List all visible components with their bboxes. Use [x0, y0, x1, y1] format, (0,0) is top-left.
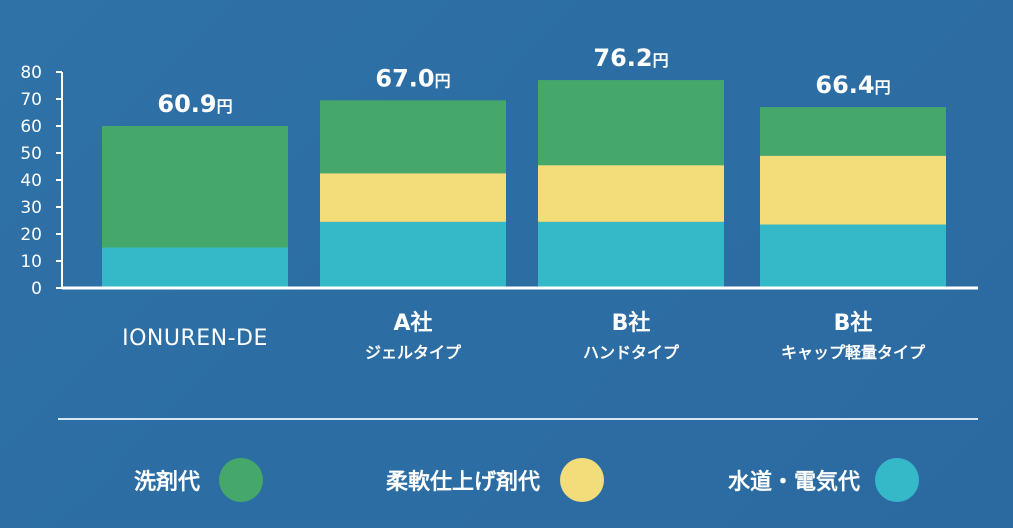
category-sublabel: キャップ軽量タイプ	[781, 343, 926, 362]
bar-total-label: 60.9円	[157, 90, 232, 118]
bar-total-label: 66.4円	[815, 71, 890, 99]
bar-segment	[320, 173, 506, 222]
y-tick-label: 40	[20, 171, 42, 191]
bar-segment	[320, 100, 506, 174]
y-tick-label: 80	[20, 63, 42, 83]
y-tick-label: 60	[20, 117, 42, 137]
bar-segment	[760, 224, 946, 288]
legend-label: 柔軟仕上げ剤代	[386, 469, 540, 495]
category-label: B社	[612, 310, 651, 336]
bar-segment	[538, 165, 724, 222]
y-tick-label: 70	[20, 90, 42, 110]
bar-segment	[760, 107, 946, 156]
category-label: A社	[393, 310, 432, 336]
category-label: IONUREN-DE	[122, 326, 268, 351]
bar-segment	[320, 221, 506, 288]
y-tick-label: 0	[31, 279, 42, 299]
legend-swatch	[875, 458, 919, 502]
category-sublabel: ハンドタイプ	[583, 343, 680, 362]
bar-segment	[102, 126, 288, 248]
category-sublabel: ジェルタイプ	[365, 343, 462, 362]
category-label: B社	[834, 310, 873, 336]
legend-swatch	[219, 458, 263, 502]
bar-segment	[538, 80, 724, 166]
y-tick-label: 10	[20, 252, 42, 272]
legend-label: 水道・電気代	[728, 469, 860, 495]
bar-segment	[760, 155, 946, 225]
legend-label: 洗剤代	[134, 469, 200, 495]
y-tick-label: 20	[20, 225, 42, 245]
bar-total-label: 76.2円	[593, 44, 668, 72]
bar-segment	[538, 221, 724, 288]
legend-swatch	[560, 458, 604, 502]
bar-segment	[102, 247, 288, 288]
y-tick-label: 30	[20, 198, 42, 218]
y-tick-label: 50	[20, 144, 42, 164]
bar-total-label: 67.0円	[375, 64, 450, 92]
